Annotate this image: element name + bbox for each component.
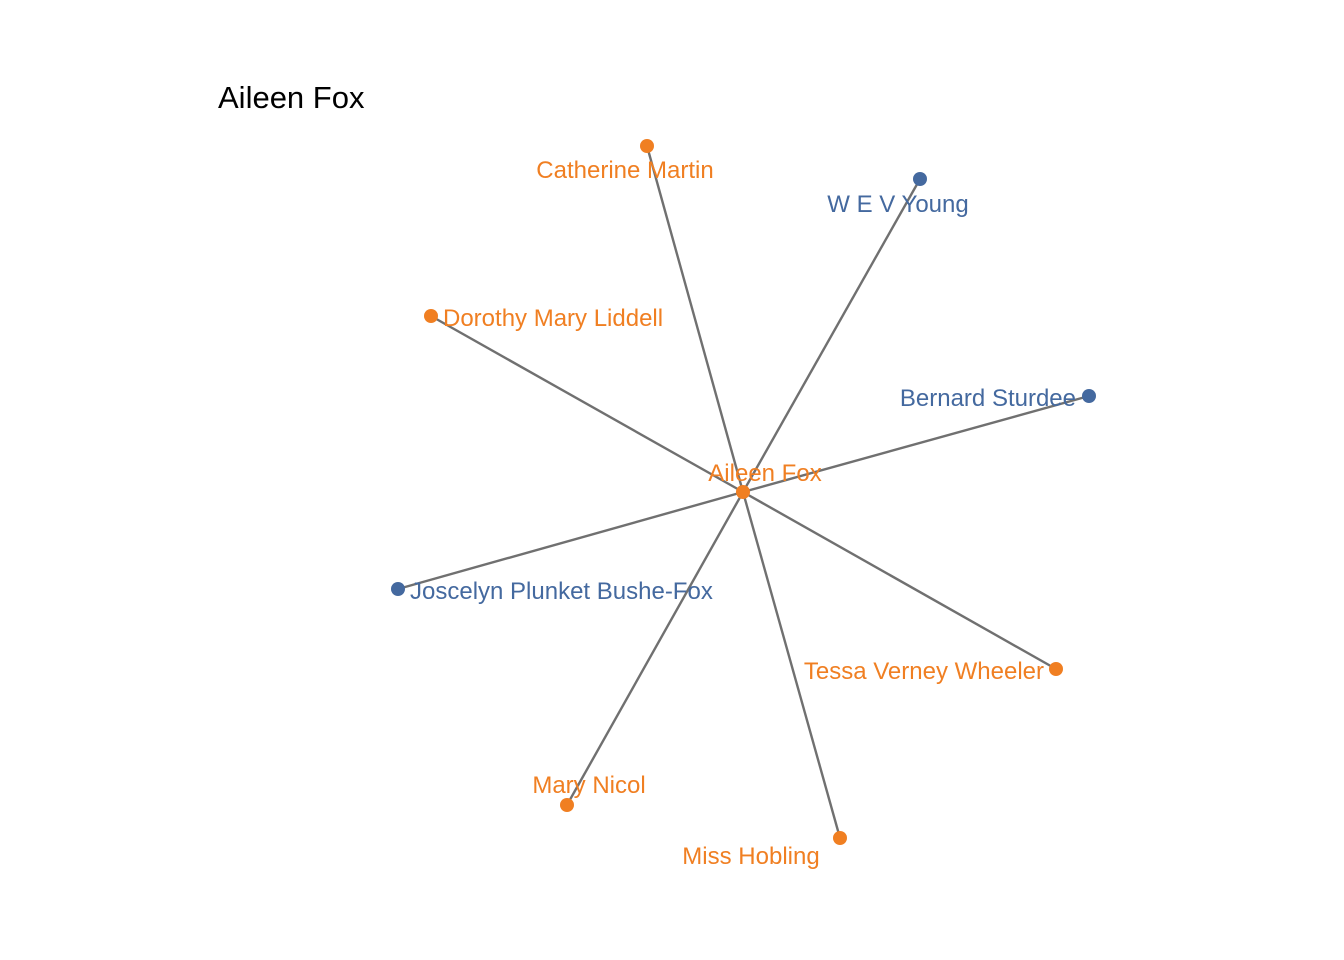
node-label-aileen-fox: Aileen Fox — [708, 460, 821, 487]
node-tessa-verney-wheeler[interactable] — [1049, 662, 1063, 676]
edge-aileen-fox-mary-nicol — [565, 491, 745, 806]
edge-aileen-fox-bernard-sturdee — [742, 394, 1090, 494]
node-label-catherine-martin: Catherine Martin — [536, 157, 713, 184]
edge-aileen-fox-dorothy-mary-liddell — [430, 314, 744, 494]
edge-aileen-fox-tessa-verney-wheeler — [742, 490, 1057, 671]
graph-title: Aileen Fox — [218, 80, 365, 115]
node-mary-nicol[interactable] — [560, 798, 574, 812]
node-label-dorothy-mary-liddell: Dorothy Mary Liddell — [443, 305, 663, 332]
edge-aileen-fox-w-e-v-young — [741, 178, 922, 493]
nodes-layer — [391, 139, 1096, 845]
node-dorothy-mary-liddell[interactable] — [424, 309, 438, 323]
node-label-tessa-verney-wheeler: Tessa Verney Wheeler — [804, 658, 1044, 685]
node-miss-hobling[interactable] — [833, 831, 847, 845]
node-label-joscelyn-plunket-bushe-fox: Joscelyn Plunket Bushe-Fox — [410, 578, 713, 605]
node-label-miss-hobling: Miss Hobling — [682, 843, 819, 870]
edge-aileen-fox-joscelyn-plunket-bushe-fox — [397, 490, 744, 591]
node-label-bernard-sturdee: Bernard Sturdee — [900, 385, 1076, 412]
node-w-e-v-young[interactable] — [913, 172, 927, 186]
edge-aileen-fox-catherine-martin — [645, 145, 745, 493]
node-label-mary-nicol: Mary Nicol — [532, 772, 645, 799]
node-joscelyn-plunket-bushe-fox[interactable] — [391, 582, 405, 596]
node-catherine-martin[interactable] — [640, 139, 654, 153]
edge-aileen-fox-miss-hobling — [741, 491, 842, 839]
node-bernard-sturdee[interactable] — [1082, 389, 1096, 403]
labels-layer: Aileen Fox Catherine Martin W E V Young Dor… — [410, 157, 1076, 870]
edges-layer — [397, 145, 1090, 839]
node-aileen-fox[interactable] — [736, 485, 750, 499]
node-label-w-e-v-young: W E V Young — [827, 191, 968, 218]
